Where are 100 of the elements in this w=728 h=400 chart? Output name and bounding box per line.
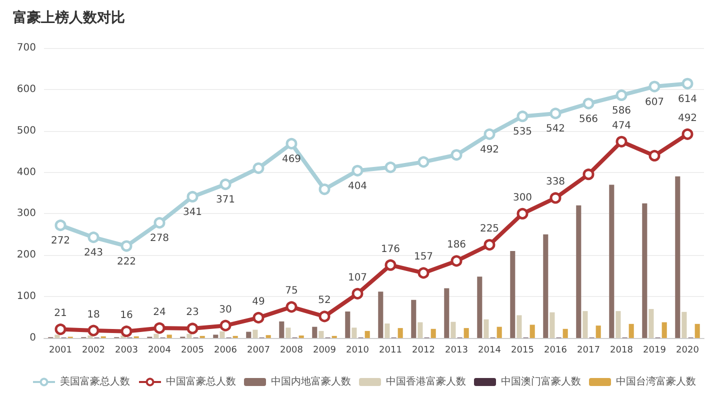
bar — [682, 312, 687, 338]
bar — [477, 276, 482, 338]
x-tick-label: 2019 — [643, 346, 666, 356]
point — [616, 89, 628, 101]
point — [318, 184, 330, 196]
legend-label: 中国台湾富豪人数 — [616, 376, 696, 388]
data-label: 278 — [150, 233, 170, 244]
data-label: 492 — [480, 144, 500, 156]
bar — [450, 322, 456, 338]
bar — [444, 288, 450, 338]
data-label: 474 — [612, 120, 632, 132]
point — [384, 162, 396, 174]
point — [484, 128, 496, 140]
bar — [464, 328, 469, 338]
data-label: 341 — [182, 206, 202, 218]
data-label: 30 — [219, 304, 232, 316]
data-label: 586 — [612, 105, 632, 116]
point — [450, 149, 462, 161]
bar — [378, 292, 384, 338]
x-tick-label: 2007 — [247, 346, 270, 356]
y-tick-label: 200 — [16, 250, 36, 261]
point — [582, 98, 594, 110]
legend-label: 中国香港富豪人数 — [386, 376, 466, 388]
legend-label: 中国澳门富豪人数 — [501, 376, 581, 388]
point — [318, 310, 330, 322]
data-label: 614 — [678, 94, 698, 105]
bar — [279, 321, 284, 338]
bar — [312, 326, 318, 338]
data-label: 542 — [546, 124, 566, 135]
bar — [648, 309, 654, 338]
point — [54, 220, 66, 232]
point — [252, 312, 264, 324]
data-label: 469 — [282, 154, 302, 165]
x-tick-label: 2010 — [346, 346, 370, 356]
point — [220, 178, 232, 190]
data-label: 49 — [252, 296, 265, 308]
bar — [562, 328, 568, 338]
point — [286, 301, 298, 313]
data-label: 16 — [120, 310, 133, 322]
bar — [616, 311, 621, 338]
x-tick-label: 2004 — [148, 346, 172, 356]
bar — [628, 324, 634, 338]
point — [550, 192, 562, 204]
bar — [430, 328, 436, 338]
point — [450, 255, 462, 267]
y-tick-label: 100 — [16, 291, 36, 302]
data-label: 300 — [512, 192, 532, 204]
bar — [166, 334, 172, 338]
bar — [530, 324, 535, 338]
data-label: 222 — [116, 256, 136, 268]
bar — [675, 176, 680, 338]
point — [582, 168, 594, 180]
point — [516, 110, 528, 122]
x-tick-label: 2020 — [676, 346, 700, 356]
point — [88, 324, 100, 336]
x-tick-label: 2006 — [214, 346, 238, 356]
point — [220, 320, 232, 332]
bar — [252, 330, 258, 338]
x-tick-label: 2009 — [313, 346, 336, 356]
point — [648, 80, 660, 92]
bar — [352, 328, 357, 338]
point — [120, 240, 132, 252]
data-label: 566 — [578, 114, 598, 125]
y-tick-label: 400 — [16, 166, 36, 178]
bar — [384, 324, 390, 338]
data-label: 535 — [512, 126, 532, 138]
bar — [516, 315, 522, 338]
x-tick-label: 2008 — [280, 346, 304, 356]
legend-label: 美国富豪总人数 — [60, 376, 130, 388]
bar — [318, 330, 324, 338]
bar — [54, 334, 60, 338]
x-tick-label: 2015 — [511, 346, 534, 356]
data-label: 75 — [285, 286, 298, 297]
x-tick-label: 2017 — [577, 346, 600, 356]
data-label: 157 — [414, 252, 434, 263]
x-tick-label: 2005 — [181, 346, 204, 356]
bar — [345, 311, 350, 338]
point — [154, 322, 166, 334]
bar — [582, 311, 588, 338]
point — [418, 267, 430, 279]
data-label: 404 — [348, 180, 368, 192]
point — [154, 217, 166, 229]
y-tick-label: 600 — [16, 84, 36, 95]
point — [88, 232, 100, 244]
bar — [364, 330, 370, 338]
bar — [576, 205, 582, 338]
bar — [543, 234, 548, 338]
point — [516, 208, 528, 220]
x-tick-label: 2014 — [478, 346, 502, 356]
point — [550, 108, 562, 120]
data-label: 18 — [87, 309, 100, 320]
data-label: 24 — [153, 306, 166, 318]
data-label: 107 — [348, 272, 368, 284]
bar — [213, 334, 218, 338]
data-label: 52 — [318, 295, 331, 306]
bar — [550, 312, 555, 338]
data-label: 272 — [50, 236, 70, 247]
point — [54, 324, 66, 336]
bar — [266, 335, 271, 338]
y-tick-label: 0 — [30, 332, 36, 344]
